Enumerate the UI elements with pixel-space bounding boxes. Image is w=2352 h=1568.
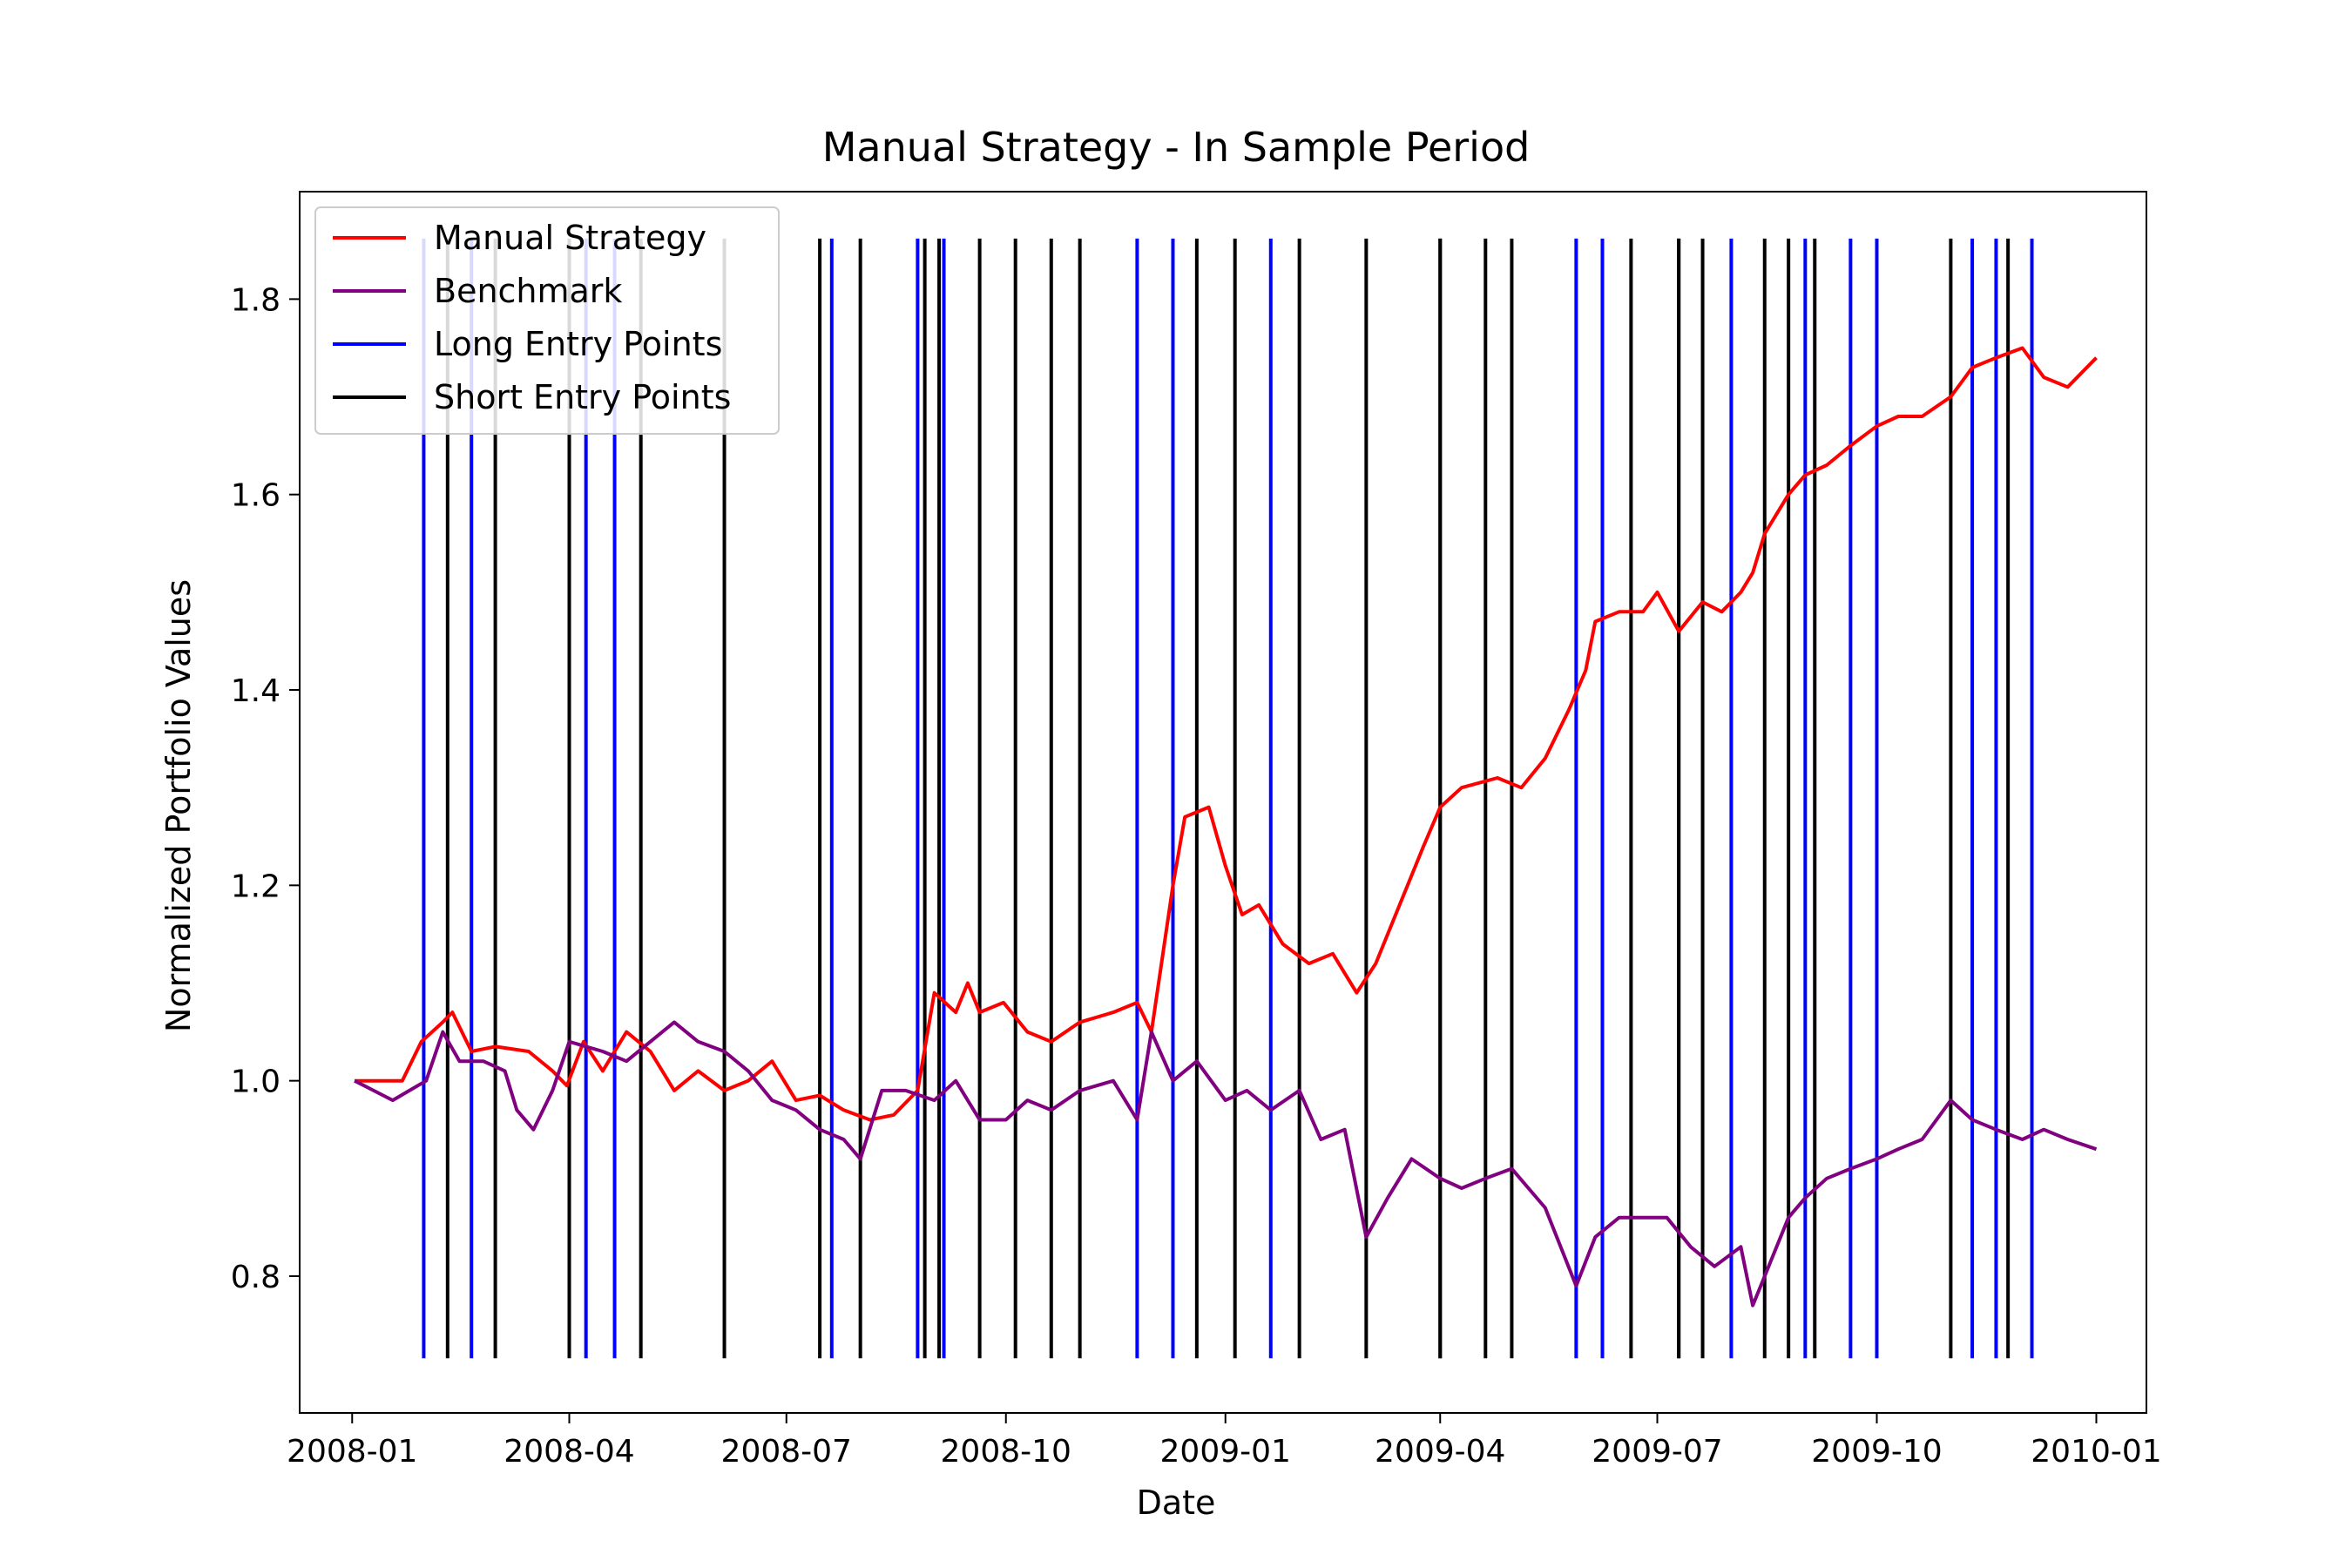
x-axis-label: Date (1136, 1484, 1216, 1522)
legend-entry: Short Entry Points (434, 378, 731, 416)
x-tick-label: 2008-01 (287, 1434, 417, 1470)
legend-box (314, 206, 780, 435)
chart-title: Manual Strategy - In Sample Period (821, 124, 1531, 171)
y-tick-label: 0.8 (231, 1260, 280, 1295)
plot-frame (299, 191, 2147, 1414)
x-tick-label: 2009-10 (1811, 1434, 1942, 1470)
legend-entry: Benchmark (434, 272, 622, 310)
y-tick-label: 1.0 (231, 1064, 280, 1100)
legend-entry: Long Entry Points (434, 325, 722, 363)
plot-content (354, 238, 2098, 1359)
x-tick-label: 2009-07 (1592, 1434, 1722, 1470)
x-tick-label: 2008-04 (504, 1434, 634, 1470)
x-tick-label: 2009-04 (1375, 1434, 1505, 1470)
x-tick-label: 2008-07 (721, 1434, 852, 1470)
x-tick-label: 2008-10 (941, 1434, 1071, 1470)
y-tick-label: 1.8 (231, 282, 280, 318)
legend-entry: Manual Strategy (434, 219, 706, 257)
legend: Manual Strategy Benchmark Long Entry Point… (314, 206, 780, 435)
y-tick-label: 1.4 (231, 673, 280, 709)
x-tick-label: 2010-01 (2031, 1434, 2161, 1470)
benchmark-line (354, 1020, 2098, 1308)
manual-strategy-line (355, 346, 2098, 1122)
y-tick-label: 1.2 (231, 868, 280, 904)
long-entry-lines (422, 238, 2034, 1359)
y-tick-label: 1.6 (231, 478, 280, 514)
x-tick-label: 2009-01 (1160, 1434, 1291, 1470)
